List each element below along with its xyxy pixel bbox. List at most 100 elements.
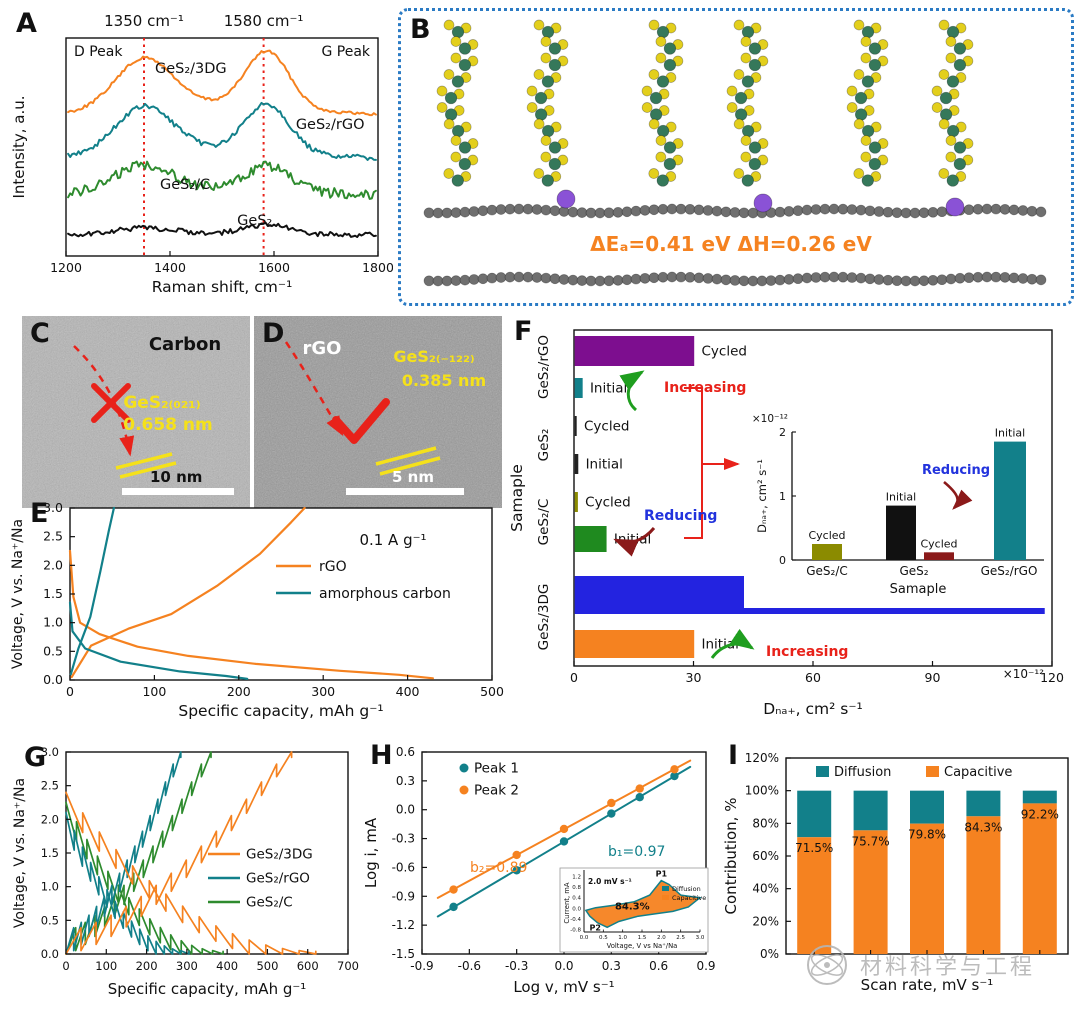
y-tick-label: 60% <box>752 849 779 863</box>
x-tick-label: 400 <box>396 684 420 699</box>
data-point-Peak 2 <box>670 765 679 774</box>
y-tick-label: 2.0 <box>43 557 63 572</box>
legend-label: Capacitive <box>944 765 1012 780</box>
carbon-atom <box>495 204 507 215</box>
lattice-fringe-mark <box>119 461 177 479</box>
carbon-atom <box>603 275 615 287</box>
y-tick-label: 0.0 <box>396 803 415 817</box>
y-tick-label: -0.9 <box>392 889 415 903</box>
panel-b-label: B <box>410 14 431 45</box>
diffusion-segment <box>1022 790 1057 804</box>
y-tick-label: 1.0 <box>41 880 59 894</box>
carbon-atom <box>522 271 534 283</box>
capacitive-segment <box>853 830 888 954</box>
bar-GeS₂/rGO-Initial <box>574 378 583 398</box>
increasing-arrow <box>619 370 645 412</box>
sulfur-atom <box>655 52 667 64</box>
x-tick-label: 90 <box>925 670 941 685</box>
contribution-chart: 71.5% 75.7% 79.8% 84.3% 92.2% 0% 20% 40% 60% 80% 1… <box>722 751 1069 994</box>
y-tick-label: -0.6 <box>392 860 415 874</box>
carbon-atom <box>774 206 786 218</box>
check-mark <box>332 398 390 444</box>
x-tick-label: 300 <box>176 959 198 973</box>
carbon-atom <box>1008 272 1020 284</box>
legend-label: GeS₂/rGO <box>246 871 310 887</box>
inset-bar-GeS₂/rGO-Initial <box>994 441 1026 560</box>
germanium-atom <box>939 108 953 121</box>
sulfur-atom <box>860 151 872 163</box>
x-axis-label: Dₙₐ₊, cm² s⁻¹ <box>763 700 862 718</box>
carbon-atom <box>468 274 480 285</box>
sulfur-atom <box>860 135 872 146</box>
carbon-atom <box>441 207 453 219</box>
carbon-atom <box>549 205 561 217</box>
sulfur-atom <box>540 135 552 146</box>
carbon-atom <box>792 205 804 217</box>
carbon-atom <box>567 206 579 218</box>
germanium-atom <box>458 141 472 154</box>
gitt-discharge-GeS₂/C <box>65 801 224 955</box>
carbon-atom <box>522 203 534 215</box>
sulfur-atom <box>443 118 455 130</box>
carbon-atom <box>639 272 651 284</box>
raman-curve-GeS₂/C <box>67 160 377 200</box>
inset-bar-GeS₂-Initial <box>886 505 916 560</box>
carbon-atom <box>567 274 579 286</box>
data-point-Peak 1 <box>512 866 521 875</box>
germanium-atom <box>656 124 670 138</box>
x-tick-label: 0 <box>570 670 578 685</box>
panel-gitt: 0 100 200 300 400 500 600 700 0.0 0.5 1.0 1.5 2.0 2.5… <box>10 740 362 1022</box>
carbon-atom <box>729 275 741 286</box>
cv-curve <box>584 879 702 929</box>
carbon-atom <box>819 203 831 215</box>
legend-label: rGO <box>319 559 347 575</box>
bar-GeS₂-Initial <box>574 454 579 474</box>
scale-note: ×10⁻¹² <box>1003 667 1044 681</box>
carbon-atom <box>675 203 687 215</box>
x-tick-label: 120 <box>1040 670 1064 685</box>
contribution-label: 84.3% <box>964 820 1002 834</box>
series-label: GeS₂/C <box>160 177 210 193</box>
group-label: GeS₂ <box>536 429 552 462</box>
germanium-atom <box>741 25 755 39</box>
bar-state-label: Cycled <box>585 495 630 511</box>
panel-raman: 1350 cm⁻¹ 1580 cm⁻¹ D Peak G Peak GeS₂/3DG Ge… <box>8 4 393 310</box>
carbon-atom <box>855 204 867 216</box>
y-tick-label: -0.3 <box>392 832 415 846</box>
series-label: GeS₂ <box>237 213 272 229</box>
carbon-atom <box>630 273 642 285</box>
sulfur-atom <box>443 19 455 31</box>
germanium-atom <box>548 58 562 72</box>
germanium-atom <box>649 108 663 121</box>
panel-diffusivity: Cycled Initial Cycled Initial Cycled Initial C… <box>504 314 1078 734</box>
panel-contribution: 71.5% 75.7% 79.8% 84.3% 92.2% 0% 20% 40% 60% 80% 1… <box>720 740 1078 1022</box>
sulfur-atom <box>450 36 462 47</box>
carbon-atom <box>918 207 930 219</box>
carbon-atom <box>540 272 552 284</box>
inset-y-tick-label: 0.0 <box>572 906 581 912</box>
energy-annotation: ΔEₐ=0.41 eV ΔH=0.26 eV <box>590 232 872 256</box>
sulfur-atom <box>740 151 752 163</box>
charge-curve-rGO <box>70 506 306 679</box>
sulfur-atom <box>938 118 950 130</box>
sulfur-atom <box>931 85 943 97</box>
panel-dft-structures: ΔEₐ=0.41 eV ΔH=0.26 eV <box>398 8 1074 306</box>
inset-x-tick-label: 3.0 <box>696 935 705 941</box>
bar-GeS₂/rGO-Cycled <box>574 336 695 366</box>
sulfur-atom <box>740 36 752 47</box>
germanium-atom <box>861 75 875 88</box>
germanium-atom <box>444 108 458 121</box>
carbon-atom <box>990 271 1002 283</box>
bar-GeS₂/C-Initial <box>574 526 607 552</box>
sulfur-atom <box>945 52 957 64</box>
carbon-atom <box>873 274 885 285</box>
x-tick-label: 0.3 <box>602 959 621 973</box>
carbon-atom <box>468 206 480 217</box>
x-tick-label: 60 <box>805 670 821 685</box>
carbon-atom <box>594 207 606 219</box>
sulfur-atom <box>540 151 552 163</box>
carbon-atom <box>657 203 669 215</box>
y-tick-label: -1.2 <box>392 918 415 932</box>
diffusion-segment <box>966 790 1001 817</box>
